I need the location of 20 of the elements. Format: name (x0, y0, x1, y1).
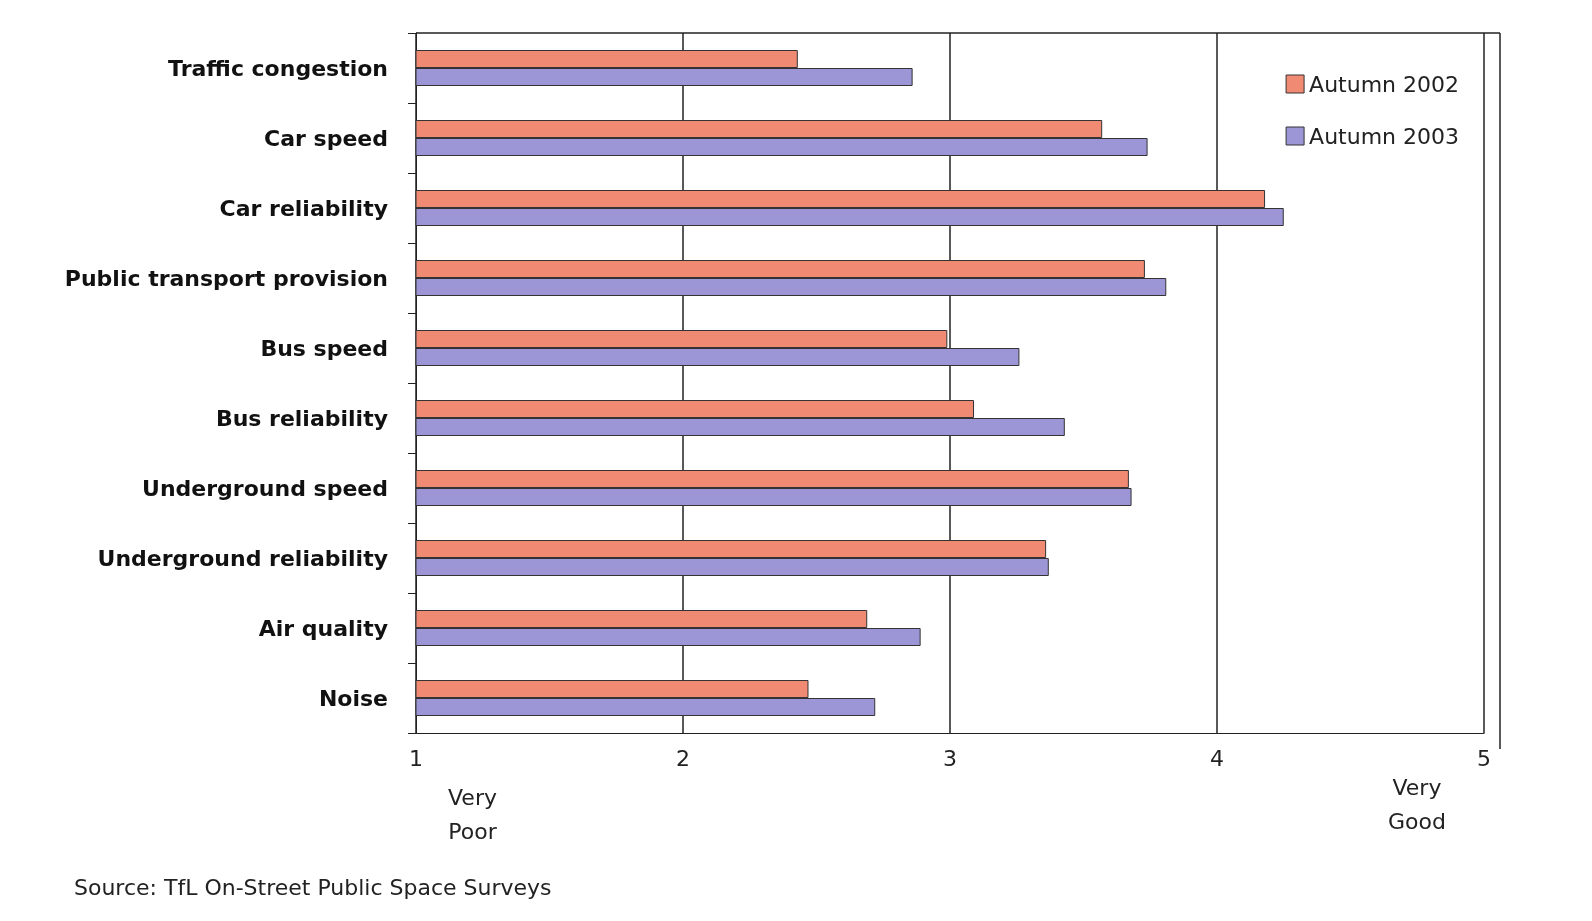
y-tick-label: Noise (318, 685, 388, 711)
text: Very Good (1388, 774, 1446, 834)
y-tick-label: Bus speed (260, 335, 388, 361)
y-tick-label: Underground reliability (97, 545, 388, 571)
y-tick-label: Underground speed (142, 475, 388, 501)
legend-label: Autumn 2002 (1309, 71, 1459, 97)
x-tick-label: 2 (676, 745, 690, 771)
source-note: Source: TfL On-Street Public Space Surveys (74, 874, 552, 900)
y-tick-label: Car reliability (219, 195, 388, 221)
x-tick-label: 5 (1477, 745, 1491, 771)
y-tick-label: Air quality (258, 615, 388, 641)
x-tick-label: 4 (1210, 745, 1224, 771)
y-tick-label: Car speed (264, 125, 388, 151)
y-tick-label: Public transport provision (64, 265, 388, 291)
text: Very Poor (447, 784, 498, 844)
y-tick-label: Bus reliability (215, 405, 388, 431)
legend-label: Autumn 2003 (1309, 123, 1459, 149)
y-tick-label: Traffic congestion (168, 55, 388, 81)
x-tick-label: 3 (943, 745, 957, 771)
x-tick-label: 1 (409, 745, 423, 771)
